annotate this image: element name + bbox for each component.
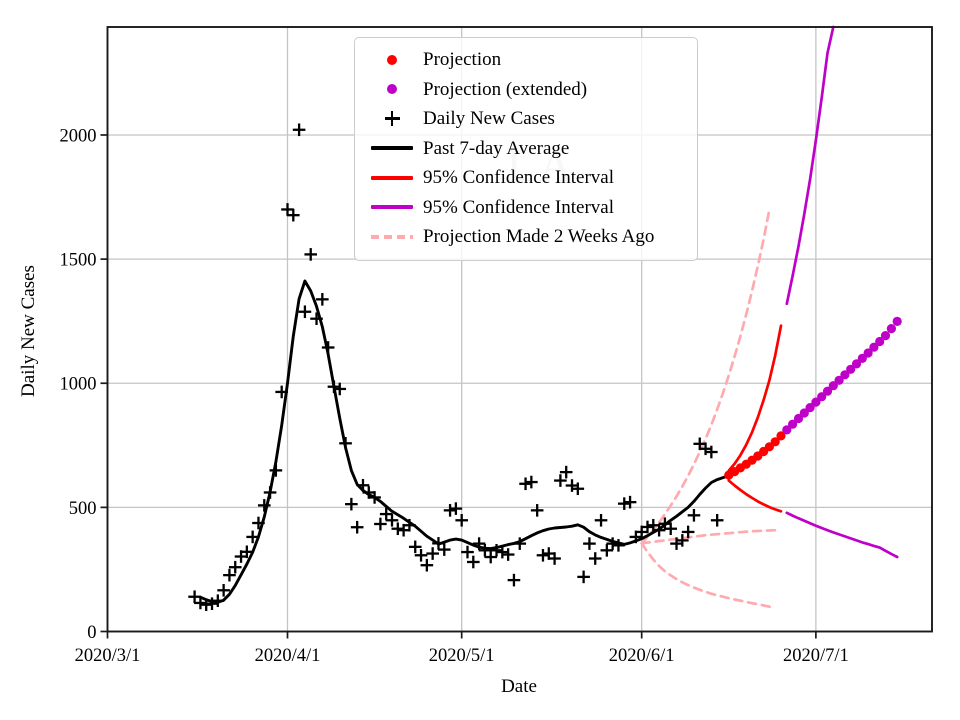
legend-box: Projection Projection (extended) Daily New…	[354, 37, 698, 261]
plot-border	[106, 26, 933, 633]
x-tick-label: 2020/3/1	[75, 646, 141, 666]
dot-marker-icon	[361, 54, 423, 65]
x-tick-label: 2020/6/1	[609, 646, 675, 666]
legend-item-label: Past 7-day Average	[423, 137, 570, 159]
y-tick-labels: 0 500 1000 1500 2000	[60, 126, 108, 643]
series-95-confidence-interval-extended-upper	[785, 25, 835, 306]
y-tick-label: 1500	[60, 251, 97, 271]
y-tick-label: 2000	[60, 126, 97, 146]
legend-item-label: Daily New Cases	[423, 108, 555, 130]
series-daily-new-cases	[188, 123, 724, 611]
y-tick-label: 1000	[60, 375, 97, 395]
line-marker-icon	[361, 146, 423, 151]
dot-marker-shape	[387, 84, 397, 95]
series-projection-made-2-weeks-ago-upper-95-bound	[640, 208, 771, 545]
series-past-7-day-average	[198, 279, 731, 604]
series-projection-extended	[782, 316, 902, 435]
series-95-confidence-interval-extended-lower	[785, 511, 899, 559]
series-95-confidence-interval-lower	[727, 479, 783, 513]
y-tick-label: 500	[69, 499, 97, 519]
legend-item-past-7-day-average: Past 7-day Average	[361, 134, 689, 164]
x-axis-label: Date	[501, 676, 537, 697]
legend-item-projection-made-2-weeks-ago: Projection Made 2 Weeks Ago	[361, 222, 689, 252]
dash-marker-icon	[361, 234, 423, 239]
plus-marker-shape	[384, 111, 400, 127]
dash-marker-shape	[371, 234, 413, 239]
legend-item-projection-extended: Projection (extended)	[361, 75, 689, 105]
dot-marker-icon	[361, 84, 423, 95]
plus-marker-icon	[361, 111, 423, 127]
series-projection-made-2-weeks-ago-central	[640, 528, 777, 545]
line-marker-shape	[371, 146, 413, 151]
series-95-confidence-interval-upper	[727, 324, 783, 472]
series-projection-made-2-weeks-ago-lower-95-bound	[640, 542, 777, 610]
legend-item-label: Projection Made 2 Weeks Ago	[423, 226, 655, 248]
legend-item-95-confidence-interval: 95% Confidence Interval	[361, 193, 689, 223]
legend-item-label: Projection	[423, 49, 502, 71]
line-marker-shape	[371, 175, 413, 180]
line-marker-icon	[361, 205, 423, 210]
x-tick-label: 2020/4/1	[255, 646, 321, 666]
legend-item-label: 95% Confidence Interval	[423, 167, 614, 189]
x-tick-labels: 2020/3/1 2020/4/1 2020/5/1 2020/6/1 2020/7/1	[75, 631, 849, 666]
legend-item-projection: Projection	[361, 45, 689, 75]
legend-item-95-confidence-interval: 95% Confidence Interval	[361, 163, 689, 193]
dot-marker-shape	[387, 54, 397, 65]
series-projection	[724, 431, 786, 480]
legend-item-label: 95% Confidence Interval	[423, 196, 614, 218]
line-marker-icon	[361, 175, 423, 180]
y-axis-label: Daily New Cases	[18, 265, 39, 397]
legend-item-label: Projection (extended)	[423, 78, 588, 100]
legend-item-daily-new-cases: Daily New Cases	[361, 104, 689, 134]
x-tick-label: 2020/5/1	[429, 646, 495, 666]
y-tick-label: 0	[87, 623, 96, 643]
line-marker-shape	[371, 205, 413, 210]
x-tick-label: 2020/7/1	[783, 646, 849, 666]
